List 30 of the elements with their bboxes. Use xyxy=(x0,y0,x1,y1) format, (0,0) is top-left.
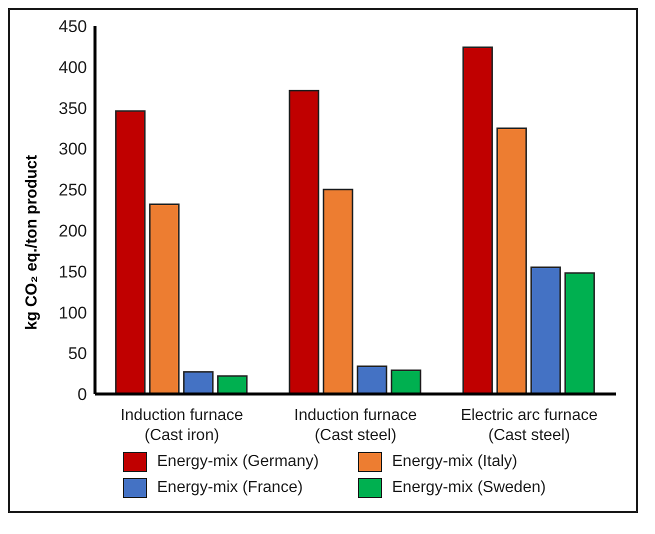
legend-label: Energy-mix (France) xyxy=(157,479,303,497)
bar xyxy=(183,371,214,394)
bar xyxy=(564,272,595,394)
y-tick-label: 400 xyxy=(58,58,87,77)
y-tick-label: 50 xyxy=(68,344,87,364)
bar xyxy=(115,110,146,394)
y-tick-label: 200 xyxy=(58,221,87,240)
y-tick-label: 150 xyxy=(58,262,87,282)
bar xyxy=(462,46,493,394)
bar xyxy=(322,188,354,394)
x-tick-label: Electric arc furnace (Cast steel) xyxy=(460,407,598,444)
bar xyxy=(217,375,248,394)
y-axis-title: kg CO₂ eq./ton product xyxy=(24,154,41,330)
y-tick-label: 0 xyxy=(78,385,87,404)
y-tick-label: 300 xyxy=(58,140,87,159)
y-tick-label: 350 xyxy=(58,98,87,118)
bar xyxy=(530,266,561,394)
bar xyxy=(356,365,388,394)
y-tick-label: 250 xyxy=(58,180,87,200)
bar xyxy=(149,204,180,394)
legend-label: Energy-mix (Germany) xyxy=(157,453,319,471)
legend-label: Energy-mix (Sweden) xyxy=(392,479,546,497)
y-tick-label: 450 xyxy=(58,17,87,36)
x-tick-label: Induction furnace (Cast iron) xyxy=(120,407,244,444)
legend-label: Energy-mix (Italy) xyxy=(392,453,518,471)
bar xyxy=(288,90,320,394)
x-tick-label: Induction furnace (Cast steel) xyxy=(294,407,417,444)
bar xyxy=(390,370,422,394)
bar xyxy=(496,127,527,394)
y-tick-label: 100 xyxy=(58,303,87,322)
